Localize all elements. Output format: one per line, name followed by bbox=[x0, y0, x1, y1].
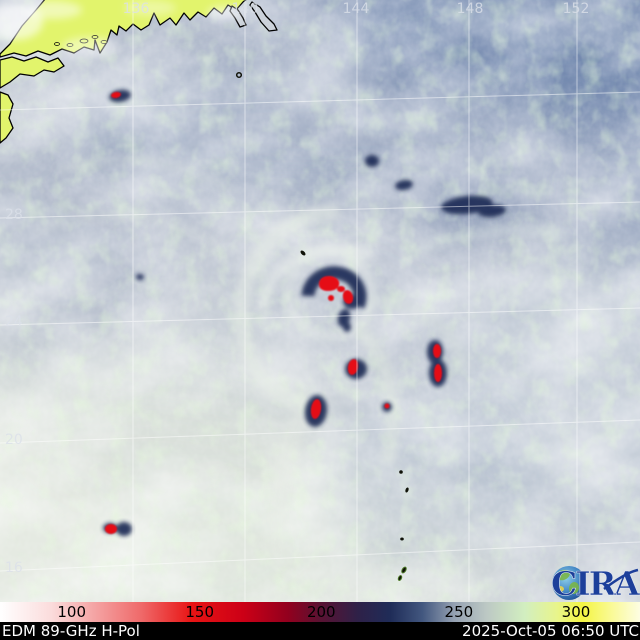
colorbar-gradient bbox=[0, 602, 640, 622]
colorbar-tick-150: 150 bbox=[185, 603, 214, 621]
boso-peninsula bbox=[249, 1, 278, 32]
lon-label-136: 136 bbox=[123, 1, 150, 17]
colorbar-tick-300: 300 bbox=[561, 603, 591, 621]
lat-label-28: 28 bbox=[5, 207, 23, 223]
grain-texture bbox=[0, 0, 640, 602]
logo-text: CIRA bbox=[551, 564, 640, 602]
lon-label-152: 152 bbox=[563, 1, 590, 17]
graticule-lines bbox=[0, 0, 640, 602]
shikoku-land bbox=[0, 56, 65, 89]
caption-bar: EDM 89-GHz H-Pol 2025-Oct-05 06:50 UTC bbox=[0, 622, 640, 640]
product-name: EDM 89-GHz H-Pol bbox=[2, 622, 140, 640]
lon-label-144: 144 bbox=[343, 1, 370, 17]
globe-continents bbox=[556, 569, 580, 594]
lat-label-20: 20 bbox=[5, 432, 23, 448]
small-islands bbox=[235, 71, 409, 581]
satellite-map: 136 140 144 148 152 28 24 20 16 CIRA bbox=[0, 0, 640, 602]
microwave-imagery: 136 140 144 148 152 28 24 20 16 CIRA bbox=[0, 0, 640, 602]
colorbar-tick-200: 200 bbox=[306, 603, 336, 621]
colorbar-tick-250: 250 bbox=[444, 603, 474, 621]
kyushu-land bbox=[0, 91, 14, 144]
cyclone-spiral-bands bbox=[37, 155, 566, 569]
lat-label-16: 16 bbox=[5, 560, 23, 576]
colorbar-legend: 100 150 200 250 300 bbox=[0, 602, 640, 622]
logo-swoosh bbox=[603, 568, 639, 591]
lon-label-148: 148 bbox=[457, 1, 484, 17]
lat-label-24: 24 bbox=[5, 314, 23, 330]
colorbar-tick-100: 100 bbox=[57, 603, 86, 621]
lon-label-140: 140 bbox=[232, 1, 259, 17]
cira-logo: CIRA bbox=[551, 564, 640, 602]
clouds-over-land bbox=[0, 0, 243, 57]
timestamp: 2025-Oct-05 06:50 UTC bbox=[462, 622, 639, 640]
heavy-rain-cells bbox=[105, 91, 442, 534]
graticule-labels: 136 140 144 148 152 28 24 20 16 bbox=[5, 1, 589, 576]
